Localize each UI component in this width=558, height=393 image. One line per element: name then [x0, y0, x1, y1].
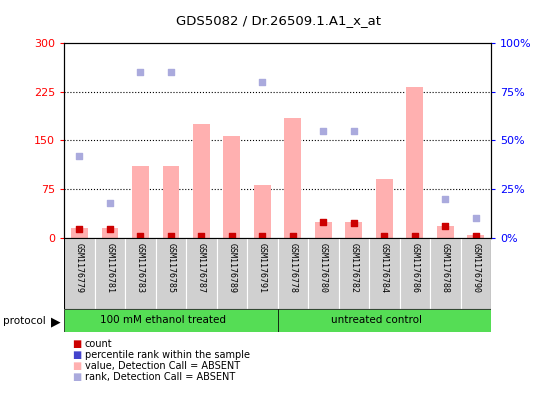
Text: GSM1176778: GSM1176778	[288, 243, 297, 294]
Point	[228, 1, 237, 7]
Bar	[132, 167, 149, 238]
Text: rank, Detection Call = ABSENT: rank, Detection Call = ABSENT	[85, 372, 235, 382]
Bar	[125, 238, 156, 309]
Bar	[376, 179, 393, 238]
Point	[166, 69, 175, 75]
Text: protocol: protocol	[3, 316, 46, 327]
Text: ■: ■	[73, 339, 82, 349]
Bar	[162, 167, 179, 238]
Bar	[278, 238, 308, 309]
Point	[472, 215, 480, 221]
Bar	[369, 238, 400, 309]
Bar	[278, 309, 491, 332]
Bar	[339, 238, 369, 309]
Point	[75, 153, 84, 159]
Text: GSM1176786: GSM1176786	[410, 243, 419, 294]
Point	[75, 226, 84, 233]
Point	[136, 69, 145, 75]
Bar	[406, 87, 423, 238]
Point	[319, 128, 328, 134]
Text: ■: ■	[73, 372, 82, 382]
Text: GSM1176782: GSM1176782	[349, 243, 358, 294]
Point	[380, 233, 389, 239]
Point	[349, 220, 358, 226]
Bar	[156, 238, 186, 309]
Bar	[64, 238, 95, 309]
Point	[105, 200, 114, 206]
Text: GSM1176780: GSM1176780	[319, 243, 328, 294]
Bar	[315, 222, 331, 238]
Text: GSM1176790: GSM1176790	[472, 243, 480, 294]
Text: count: count	[85, 339, 113, 349]
Bar	[345, 222, 362, 238]
Bar	[71, 228, 88, 238]
Point	[197, 233, 206, 239]
Bar	[247, 238, 277, 309]
Bar	[95, 238, 125, 309]
Point	[258, 233, 267, 239]
Point	[441, 196, 450, 202]
Text: GSM1176787: GSM1176787	[197, 243, 206, 294]
Point	[319, 219, 328, 225]
Bar	[285, 118, 301, 238]
Text: GSM1176783: GSM1176783	[136, 243, 145, 294]
Text: ■: ■	[73, 350, 82, 360]
Point	[258, 79, 267, 85]
Point	[166, 233, 175, 239]
Text: ■: ■	[73, 361, 82, 371]
Text: untreated control: untreated control	[331, 315, 422, 325]
Point	[349, 128, 358, 134]
Text: 100 mM ethanol treated: 100 mM ethanol treated	[100, 315, 226, 325]
Bar	[430, 238, 460, 309]
Bar	[400, 238, 430, 309]
Text: GSM1176779: GSM1176779	[75, 243, 84, 294]
Text: GSM1176788: GSM1176788	[441, 243, 450, 294]
Text: GSM1176781: GSM1176781	[105, 243, 114, 294]
Point	[410, 233, 419, 239]
Point	[288, 233, 297, 239]
Text: GSM1176789: GSM1176789	[227, 243, 237, 294]
Bar	[193, 124, 210, 238]
Point	[136, 233, 145, 239]
Point	[228, 233, 237, 239]
Bar	[224, 136, 240, 238]
Point	[105, 226, 114, 233]
Text: GSM1176791: GSM1176791	[258, 243, 267, 294]
Bar	[437, 226, 454, 238]
Bar	[186, 238, 217, 309]
Bar	[460, 238, 491, 309]
Bar	[64, 309, 277, 332]
Bar	[102, 228, 118, 238]
Bar	[308, 238, 339, 309]
Text: ▶: ▶	[51, 315, 60, 328]
Bar	[254, 185, 271, 238]
Point	[472, 233, 480, 239]
Text: GSM1176784: GSM1176784	[380, 243, 389, 294]
Bar	[217, 238, 247, 309]
Point	[441, 223, 450, 229]
Text: value, Detection Call = ABSENT: value, Detection Call = ABSENT	[85, 361, 240, 371]
Text: percentile rank within the sample: percentile rank within the sample	[85, 350, 250, 360]
Point	[380, 30, 389, 37]
Text: GDS5082 / Dr.26509.1.A1_x_at: GDS5082 / Dr.26509.1.A1_x_at	[176, 14, 382, 27]
Text: GSM1176785: GSM1176785	[166, 243, 175, 294]
Bar	[468, 235, 484, 238]
